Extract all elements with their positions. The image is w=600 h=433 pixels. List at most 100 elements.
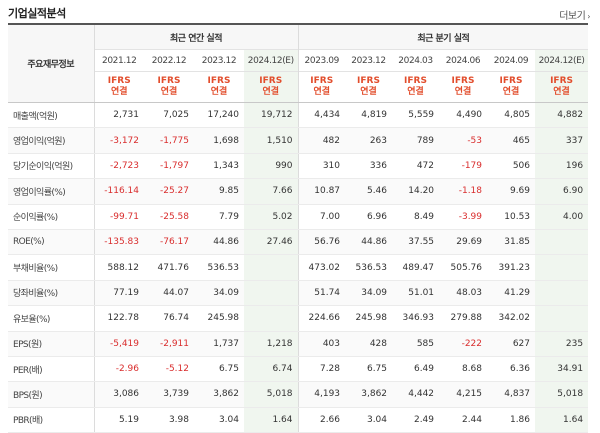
table-cell: 3,739 (144, 381, 194, 408)
row-label: ROE(%) (8, 229, 94, 256)
ifrs-badge: IFRS 연결 (487, 71, 536, 103)
table-cell: 5,559 (392, 102, 440, 129)
table-cell: 1,218 (244, 331, 299, 357)
table-cell: 6.90 (535, 178, 589, 205)
table-cell: 536.53 (345, 254, 393, 281)
table-cell: 310 (297, 153, 346, 180)
period-header: 2023.12 (194, 49, 244, 72)
table-cell: 56.76 (297, 229, 346, 256)
table-cell: 506 (487, 153, 536, 180)
row-label: 부채비율(%) (8, 254, 94, 281)
table-cell: -5,419 (93, 331, 144, 357)
table-cell: 9.69 (487, 178, 536, 205)
table-row: 당기순이익(억원) -2,723 -1,797 1,343 990 310 336 472 -1… (8, 153, 589, 180)
table-cell: 471.76 (144, 254, 194, 281)
table-cell: -116.14 (93, 178, 144, 205)
table-cell (535, 280, 589, 307)
ifrs-label: IFRS (357, 76, 380, 86)
table-cell: 7.66 (244, 178, 299, 205)
chevron-right-icon: › (587, 12, 590, 21)
row-label: 당좌비율(%) (8, 280, 94, 307)
table-cell (535, 254, 589, 281)
table-cell: 3.04 (194, 407, 244, 433)
more-label: 더보기 (559, 11, 586, 22)
table-cell: 77.19 (93, 280, 144, 307)
ifrs-badge: IFRS 연결 (93, 71, 144, 103)
table-cell: 403 (297, 331, 346, 357)
table-cell: 990 (244, 153, 299, 180)
table-cell: 1.64 (244, 407, 299, 433)
table-cell: -1,775 (144, 127, 194, 154)
table-cell: 9.85 (194, 178, 244, 205)
table-cell: 4,442 (392, 381, 440, 408)
table-cell: -135.83 (93, 229, 144, 256)
table-cell: 4,434 (297, 102, 346, 129)
more-link[interactable]: 더보기 › (559, 7, 590, 22)
table-row: PBR(배) 5.19 3.98 3.04 1.64 2.66 3.04 2.49 2.44 1.… (8, 407, 589, 433)
table-cell: 34.09 (345, 280, 393, 307)
table-cell: 6.75 (194, 356, 244, 383)
table-cell: 588.12 (93, 254, 144, 281)
table-cell: 245.98 (345, 305, 393, 332)
table-cell: 4,882 (535, 102, 589, 129)
ifrs-badge: IFRS 연결 (345, 71, 393, 103)
consolidated-label: 연결 (360, 87, 377, 97)
table-cell: 585 (392, 331, 440, 357)
period-header: 2021.12 (93, 49, 144, 72)
ifrs-badge: IFRS 연결 (392, 71, 440, 103)
table-cell: 235 (535, 331, 589, 357)
table-cell: 7,025 (144, 102, 194, 129)
table-cell: 4,490 (439, 102, 488, 129)
ifrs-badge: IFRS 연결 (535, 71, 589, 103)
ifrs-label: IFRS (404, 76, 427, 86)
table-cell: 7.28 (297, 356, 346, 383)
table-cell: 5,018 (244, 381, 299, 408)
table-cell: -53 (439, 127, 488, 154)
table-cell: 627 (487, 331, 536, 357)
table-cell: 1,510 (244, 127, 299, 154)
table-cell: 8.49 (392, 204, 440, 230)
table-cell: 31.85 (487, 229, 536, 256)
table-cell: 34.09 (194, 280, 244, 307)
table-cell: -99.71 (93, 204, 144, 230)
table-cell: -2,911 (144, 331, 194, 357)
table-cell: -1.18 (439, 178, 488, 205)
table-row: EPS(원) -5,419 -2,911 1,737 1,218 403 428 585 -22… (8, 331, 589, 357)
period-header: 2024.09 (487, 49, 536, 72)
ifrs-label: IFRS (550, 76, 573, 86)
table-cell: -76.17 (144, 229, 194, 256)
table-cell: 336 (345, 153, 393, 180)
table-cell: 337 (535, 127, 589, 154)
table-cell: -25.27 (144, 178, 194, 205)
table-cell: 3,862 (345, 381, 393, 408)
table-cell: 122.78 (93, 305, 144, 332)
table-cell: 44.86 (194, 229, 244, 256)
table-cell: 245.98 (194, 305, 244, 332)
table-cell: -25.58 (144, 204, 194, 230)
table-cell: 27.46 (244, 229, 299, 256)
table-cell: -3,172 (93, 127, 144, 154)
consolidated-label: 연결 (160, 87, 178, 97)
table-cell: 6.74 (244, 356, 299, 383)
table-cell: 51.74 (297, 280, 346, 307)
table-cell: 44.86 (345, 229, 393, 256)
table-cell: 37.55 (392, 229, 440, 256)
row-label: 영업이익(억원) (8, 127, 94, 154)
table-cell: 465 (487, 127, 536, 154)
table-cell: 6.49 (392, 356, 440, 383)
table-cell: 8.68 (439, 356, 488, 383)
consolidated-label: 연결 (210, 87, 228, 97)
table-row: BPS(원) 3,086 3,739 3,862 5,018 4,193 3,862 4,44… (8, 381, 589, 408)
table-cell: 3,086 (93, 381, 144, 408)
table-cell: 1.64 (535, 407, 589, 433)
row-label: 영업이익률(%) (8, 178, 94, 205)
table-cell: 342.02 (487, 305, 536, 332)
table-cell: 196 (535, 153, 589, 180)
table-cell: 279.88 (439, 305, 488, 332)
table-cell: 7.79 (194, 204, 244, 230)
table-cell: -2.96 (93, 356, 144, 383)
table-cell: 263 (345, 127, 393, 154)
annual-group-header: 최근 연간 실적 (93, 23, 299, 50)
section-header: 기업실적분석 더보기 › (0, 0, 600, 22)
period-header: 2024.12(E) (244, 49, 299, 72)
